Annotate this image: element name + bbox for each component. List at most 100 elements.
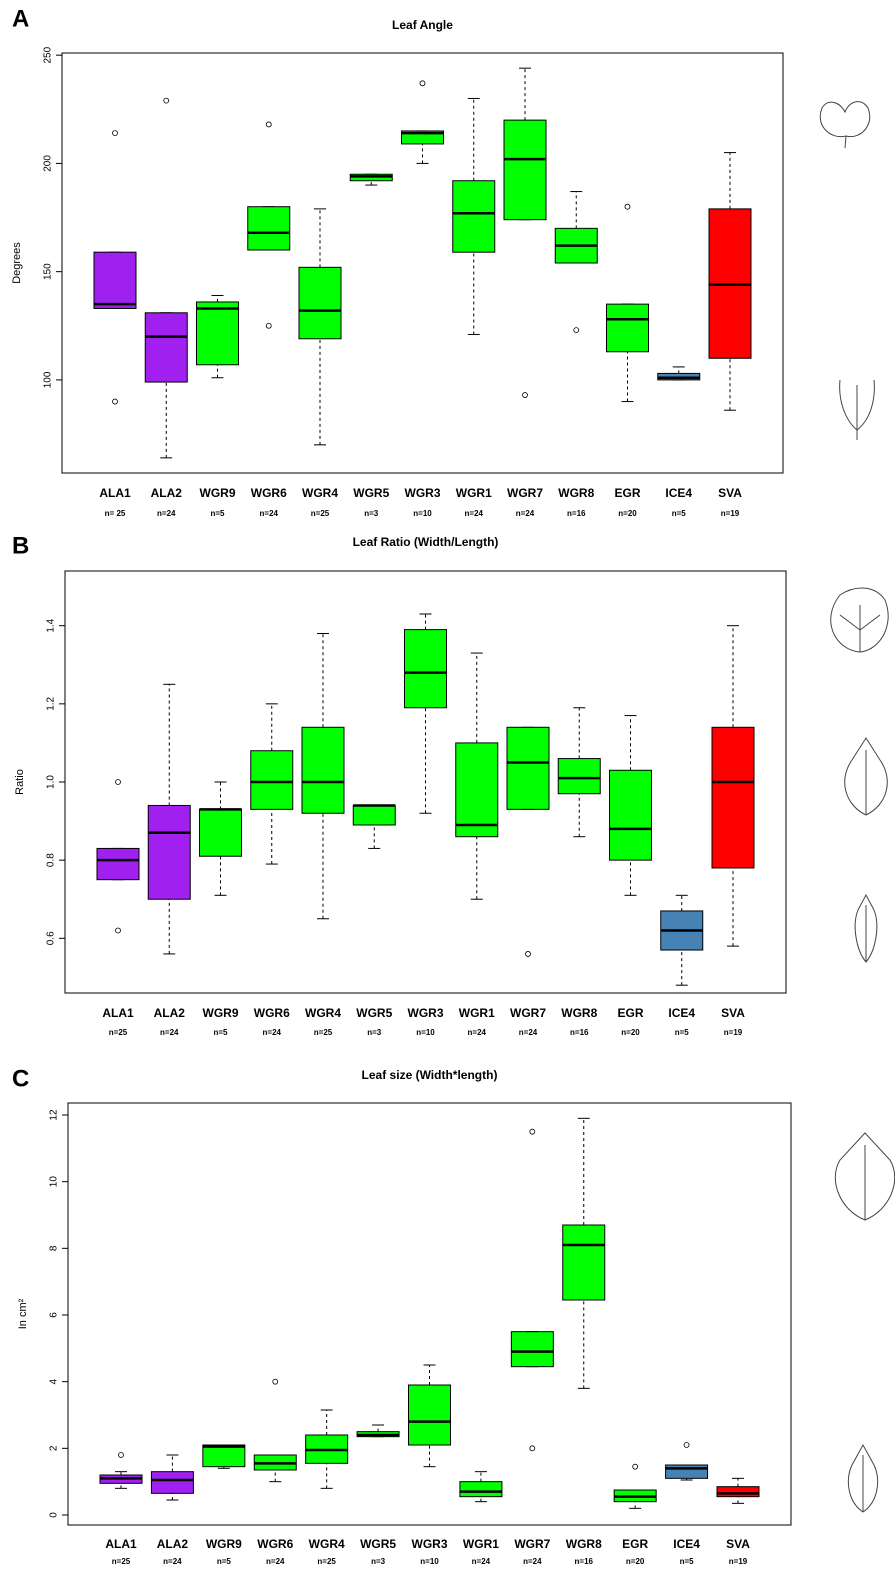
y-tick-label: 8 <box>49 1245 60 1251</box>
box <box>144 312 188 383</box>
x-tick-label: WGR7 <box>514 1537 550 1551</box>
n-label: n=25 <box>311 509 330 518</box>
n-label: n=16 <box>575 1557 594 1566</box>
n-label: n=24 <box>465 509 484 518</box>
box <box>459 1481 503 1498</box>
x-tick-label: WGR3 <box>408 1006 444 1020</box>
n-label: n=24 <box>516 509 535 518</box>
box <box>562 1224 606 1301</box>
n-label: n=16 <box>570 1028 589 1037</box>
box <box>250 750 294 810</box>
outlier <box>529 1128 536 1135</box>
y-tick-label: 0.8 <box>46 853 57 867</box>
box <box>93 251 137 309</box>
outlier <box>115 927 121 934</box>
n-label: n=20 <box>621 1028 640 1037</box>
y-tick-label: 200 <box>43 155 54 172</box>
x-tick-label: WGR1 <box>456 486 492 500</box>
box <box>196 301 239 366</box>
box <box>352 804 396 826</box>
outlier <box>522 392 528 398</box>
n-label: n=24 <box>266 1557 285 1566</box>
n-label: n=25 <box>317 1557 336 1566</box>
panel-letter: A <box>12 5 29 32</box>
outlier <box>272 1378 279 1385</box>
chart-title: Leaf size (Width*length) <box>362 1068 498 1082</box>
x-tick-label: EGR <box>617 1006 643 1020</box>
outlier <box>529 1445 536 1452</box>
x-tick-label: ALA1 <box>105 1537 137 1551</box>
y-tick-label: 0 <box>49 1512 60 1518</box>
box <box>147 804 191 900</box>
n-label: n=24 <box>160 1028 179 1037</box>
x-tick-label: WGR4 <box>302 486 338 500</box>
x-tick-label: ALA2 <box>151 486 183 500</box>
n-label: n=5 <box>672 509 687 518</box>
y-tick-label: 0.6 <box>46 931 57 945</box>
leaf-icon <box>844 737 888 816</box>
x-tick-label: SVA <box>726 1537 750 1551</box>
box <box>202 1444 246 1468</box>
n-label: n=5 <box>217 1557 232 1566</box>
n-label: n=24 <box>472 1557 491 1566</box>
n-label: n=25 <box>109 1028 128 1037</box>
n-label: n=10 <box>420 1557 439 1566</box>
y-tick-label: 250 <box>43 46 54 63</box>
leaf-icon <box>834 1132 895 1221</box>
x-tick-label: ALA2 <box>157 1537 189 1551</box>
outlier <box>632 1463 639 1470</box>
outlier <box>265 322 272 329</box>
x-tick-label: WGR6 <box>257 1537 293 1551</box>
n-label: n=25 <box>314 1028 333 1037</box>
x-tick-label: WGR1 <box>463 1537 499 1551</box>
x-tick-label: ICE4 <box>668 1006 695 1020</box>
x-tick-label: EGR <box>614 486 640 500</box>
x-tick-label: WGR3 <box>412 1537 448 1551</box>
box <box>455 742 499 838</box>
box <box>199 808 242 857</box>
outlier <box>419 80 426 87</box>
n-label: n= 25 <box>105 509 126 518</box>
box <box>298 266 342 340</box>
y-tick-label: 10 <box>49 1176 60 1188</box>
n-label: n=20 <box>618 509 637 518</box>
x-tick-label: WGR8 <box>566 1537 602 1551</box>
n-label: n=19 <box>724 1028 743 1037</box>
y-axis-label: Degrees <box>11 242 23 284</box>
panel-letter: B <box>12 532 29 559</box>
x-tick-label: WGR8 <box>561 1006 597 1020</box>
outlier <box>163 97 170 104</box>
leaf-icon <box>847 1443 879 1513</box>
box <box>716 1486 760 1498</box>
x-tick-label: WGR4 <box>309 1537 345 1551</box>
x-tick-label: ALA1 <box>102 1006 134 1020</box>
n-label: n=3 <box>371 1557 386 1566</box>
outlier <box>118 1452 124 1458</box>
n-label: n=5 <box>675 1028 690 1037</box>
n-label: n=3 <box>364 509 379 518</box>
outlier <box>624 203 631 210</box>
x-tick-label: WGR7 <box>507 486 543 500</box>
box <box>609 769 652 861</box>
leaf-icon <box>839 379 875 440</box>
box <box>510 1331 554 1368</box>
x-tick-label: ICE4 <box>673 1537 700 1551</box>
n-label: n=25 <box>112 1557 131 1566</box>
n-label: n=19 <box>729 1557 748 1566</box>
n-label: n=10 <box>413 509 432 518</box>
box <box>404 629 447 709</box>
x-tick-label: ALA2 <box>154 1006 186 1020</box>
box <box>503 119 547 221</box>
y-tick-label: 12 <box>49 1109 60 1121</box>
y-tick-label: 6 <box>49 1312 60 1318</box>
outlier <box>265 121 272 128</box>
y-tick-label: 100 <box>43 371 54 388</box>
chart-title: Leaf Angle <box>392 18 453 32</box>
x-tick-label: WGR8 <box>558 486 594 500</box>
box <box>301 726 345 814</box>
y-tick-label: 4 <box>49 1378 60 1384</box>
n-label: n=24 <box>519 1028 538 1037</box>
chart-title: Leaf Ratio (Width/Length) <box>353 535 499 549</box>
n-label: n=24 <box>157 509 176 518</box>
y-tick-label: 150 <box>43 263 54 280</box>
